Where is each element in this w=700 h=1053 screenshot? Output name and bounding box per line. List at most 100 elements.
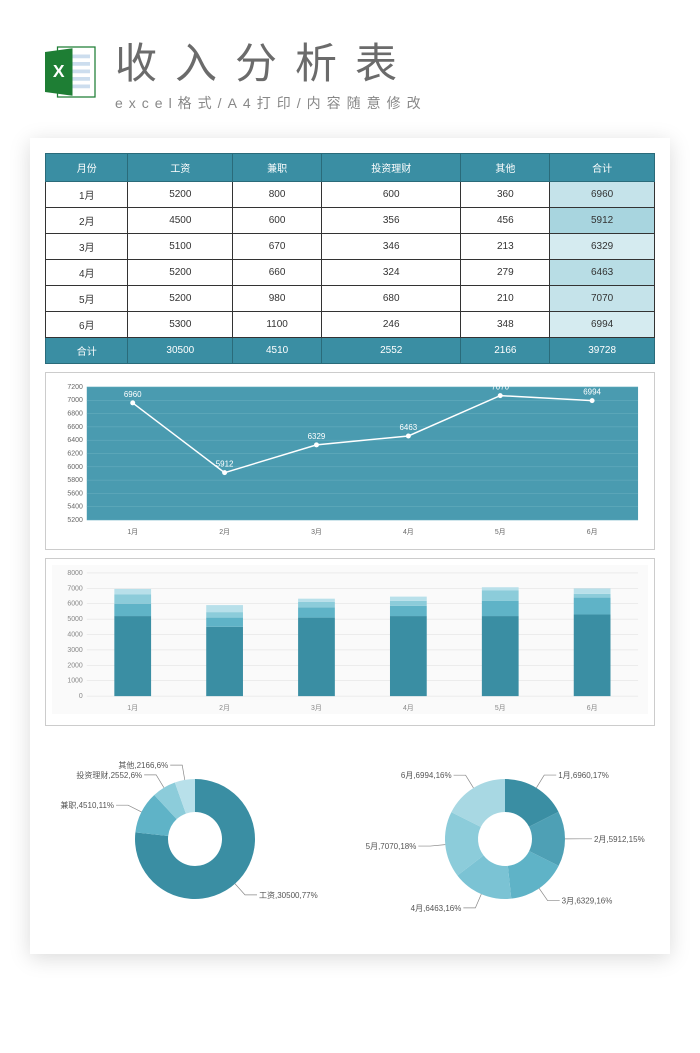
svg-text:1月: 1月 <box>127 704 138 712</box>
table-cell: 346 <box>322 234 461 260</box>
table-total-row: 合计3050045102552216639728 <box>46 338 655 364</box>
svg-text:6960: 6960 <box>124 390 142 399</box>
svg-text:6800: 6800 <box>67 411 83 418</box>
svg-text:5月: 5月 <box>495 528 506 536</box>
donut-category-chart: 工资,30500,77% 兼职,4510,11% 投资理财,2552,6%其他,21… <box>45 734 345 934</box>
svg-text:6329: 6329 <box>308 432 326 441</box>
svg-text:6400: 6400 <box>67 437 83 444</box>
svg-text:3月: 3月 <box>311 704 322 712</box>
svg-text:2月,5912,15%: 2月,5912,15% <box>594 835 645 844</box>
svg-text:4000: 4000 <box>67 631 83 638</box>
table-cell: 2月 <box>46 208 128 234</box>
table-cell: 800 <box>233 182 322 208</box>
stacked-bar-chart: 0100020003000400050006000700080001月2月3月4… <box>52 565 648 714</box>
svg-text:2月: 2月 <box>219 704 230 712</box>
excel-icon: X <box>40 42 100 102</box>
table-cell: 680 <box>322 286 461 312</box>
table-cell: 1月 <box>46 182 128 208</box>
line-chart: 5200540056005800600062006400660068007000… <box>52 379 648 538</box>
table-cell: 2552 <box>322 338 461 364</box>
table-cell: 6月 <box>46 312 128 338</box>
table-cell: 246 <box>322 312 461 338</box>
page-subtitle: excel格式/A4打印/内容随意修改 <box>115 93 660 113</box>
template-header: X 收入分析表 excel格式/A4打印/内容随意修改 <box>0 0 700 123</box>
table-header-cell: 兼职 <box>233 154 322 182</box>
table-cell: 360 <box>461 182 550 208</box>
table-cell: 670 <box>233 234 322 260</box>
svg-text:兼职,4510,11%: 兼职,4510,11% <box>60 800 114 810</box>
table-cell: 210 <box>461 286 550 312</box>
svg-text:5400: 5400 <box>67 504 83 511</box>
svg-text:1000: 1000 <box>67 678 83 685</box>
table-cell: 30500 <box>128 338 233 364</box>
svg-text:3月,6329,16%: 3月,6329,16% <box>562 897 613 906</box>
table-cell: 213 <box>461 234 550 260</box>
svg-text:5月,7070,18%: 5月,7070,18% <box>366 842 417 851</box>
table-row: 3月51006703462136329 <box>46 234 655 260</box>
svg-text:工资,30500,77%: 工资,30500,77% <box>259 890 318 900</box>
table-cell: 279 <box>461 260 550 286</box>
svg-text:8000: 8000 <box>67 570 83 577</box>
svg-text:X: X <box>53 61 65 81</box>
page-title: 收入分析表 <box>115 30 660 91</box>
svg-text:5600: 5600 <box>67 490 83 497</box>
svg-text:5800: 5800 <box>67 477 83 484</box>
svg-text:6月,6994,16%: 6月,6994,16% <box>401 771 452 780</box>
svg-text:4月: 4月 <box>403 528 414 536</box>
svg-text:5912: 5912 <box>216 460 234 469</box>
table-cell: 5200 <box>128 286 233 312</box>
table-cell: 6960 <box>550 182 655 208</box>
table-cell: 980 <box>233 286 322 312</box>
svg-text:6200: 6200 <box>67 450 83 457</box>
table-cell: 456 <box>461 208 550 234</box>
table-cell: 5200 <box>128 182 233 208</box>
svg-text:6月: 6月 <box>587 704 598 712</box>
table-cell: 4500 <box>128 208 233 234</box>
table-cell: 5912 <box>550 208 655 234</box>
table-header-cell: 其他 <box>461 154 550 182</box>
svg-text:6994: 6994 <box>583 388 601 397</box>
table-cell: 5300 <box>128 312 233 338</box>
svg-text:5200: 5200 <box>67 517 83 524</box>
table-header-cell: 月份 <box>46 154 128 182</box>
table-cell: 1100 <box>233 312 322 338</box>
svg-text:7070: 7070 <box>491 383 509 392</box>
table-header-cell: 投资理财 <box>322 154 461 182</box>
table-row: 1月52008006003606960 <box>46 182 655 208</box>
donut-month-box: 1月,6960,17%2月,5912,15%3月,6329,16%4月,6463… <box>355 734 655 939</box>
table-cell: 2166 <box>461 338 550 364</box>
donut-category-box: 工资,30500,77% 兼职,4510,11% 投资理财,2552,6%其他,21… <box>45 734 345 939</box>
svg-text:1月,6960,17%: 1月,6960,17% <box>558 771 609 780</box>
svg-text:6000: 6000 <box>67 464 83 471</box>
table-header-cell: 合计 <box>550 154 655 182</box>
svg-text:2月: 2月 <box>219 528 230 536</box>
svg-text:6月: 6月 <box>587 528 598 536</box>
table-cell: 6994 <box>550 312 655 338</box>
line-chart-box: 5200540056005800600062006400660068007000… <box>45 372 655 550</box>
svg-text:6000: 6000 <box>67 601 83 608</box>
table-cell: 7070 <box>550 286 655 312</box>
svg-text:5000: 5000 <box>67 616 83 623</box>
svg-text:4月: 4月 <box>403 704 414 712</box>
income-table: 月份工资兼职投资理财其他合计 1月520080060036069602月4500… <box>45 153 655 364</box>
bar-chart-box: 0100020003000400050006000700080001月2月3月4… <box>45 558 655 726</box>
svg-text:5月: 5月 <box>495 704 506 712</box>
svg-text:2000: 2000 <box>67 662 83 669</box>
table-cell: 660 <box>233 260 322 286</box>
table-row: 2月45006003564565912 <box>46 208 655 234</box>
table-cell: 6329 <box>550 234 655 260</box>
table-row: 5月52009806802107070 <box>46 286 655 312</box>
table-cell: 6463 <box>550 260 655 286</box>
donut-month-chart: 1月,6960,17%2月,5912,15%3月,6329,16%4月,6463… <box>355 734 655 934</box>
svg-text:其他,2166,6%: 其他,2166,6% <box>118 760 168 770</box>
svg-text:3月: 3月 <box>311 528 322 536</box>
spreadsheet-preview: 月份工资兼职投资理财其他合计 1月520080060036069602月4500… <box>30 138 670 954</box>
svg-text:6463: 6463 <box>400 423 418 432</box>
svg-text:0: 0 <box>79 693 83 700</box>
svg-text:7000: 7000 <box>67 585 83 592</box>
table-cell: 600 <box>233 208 322 234</box>
table-cell: 5月 <box>46 286 128 312</box>
table-cell: 3月 <box>46 234 128 260</box>
table-cell: 600 <box>322 182 461 208</box>
svg-text:投资理财,2552,6%: 投资理财,2552,6% <box>76 770 142 780</box>
